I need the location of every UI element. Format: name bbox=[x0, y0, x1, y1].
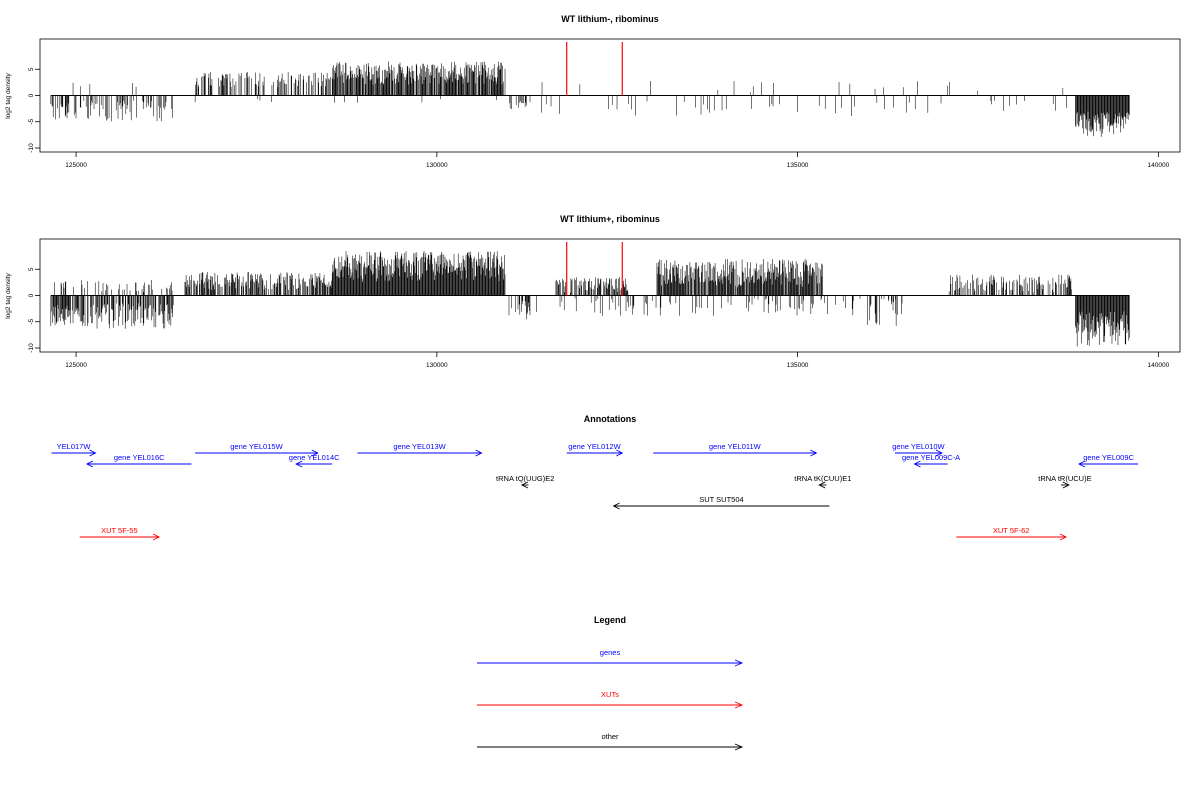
feature-arrowhead bbox=[818, 481, 826, 489]
density-bars bbox=[50, 250, 1130, 347]
legend-label: genes bbox=[600, 648, 621, 657]
feature-label: gene YEL013W bbox=[393, 442, 446, 451]
legend-item: genes bbox=[477, 648, 744, 667]
annotation-feature: gene YEL014C bbox=[289, 453, 340, 468]
feature-arrowhead bbox=[616, 449, 624, 457]
feature-arrowhead bbox=[295, 460, 303, 468]
feature-label: gene YEL009C-A bbox=[902, 453, 960, 462]
feature-arrowhead bbox=[152, 533, 161, 541]
x-tick-label: 135000 bbox=[787, 162, 809, 169]
feature-label: XUT 5F-62 bbox=[993, 526, 1030, 535]
feature-label: SUT SUT504 bbox=[699, 495, 743, 504]
annotation-feature: XUT 5F-62 bbox=[956, 526, 1068, 541]
feature-label: YEL017W bbox=[57, 442, 92, 451]
y-tick-label: -5 bbox=[28, 118, 35, 124]
x-tick-label: 130000 bbox=[426, 362, 448, 369]
annotation-feature: XUT 5F-55 bbox=[79, 526, 161, 541]
x-tick-label: 130000 bbox=[426, 162, 448, 169]
feature-arrowhead bbox=[311, 449, 319, 457]
legend-arrowhead bbox=[734, 743, 744, 751]
y-tick-label: 0 bbox=[28, 93, 35, 97]
annotation-feature: SUT SUT504 bbox=[612, 495, 830, 510]
feature-arrowhead bbox=[1062, 481, 1070, 489]
annotation-feature: gene YEL016C bbox=[85, 453, 192, 468]
feature-label: gene YEL011W bbox=[709, 442, 762, 451]
x-tick-label: 125000 bbox=[65, 162, 87, 169]
y-tick-label: -10 bbox=[28, 143, 35, 153]
feature-label: gene YEL012W bbox=[568, 442, 621, 451]
annotation-feature: YEL017W bbox=[51, 442, 97, 457]
annotation-feature: gene YEL012W bbox=[566, 442, 624, 457]
feature-label: gene YEL010W bbox=[892, 442, 945, 451]
feature-arrowhead bbox=[475, 449, 483, 457]
feature-arrowhead bbox=[520, 481, 529, 489]
feature-arrowhead bbox=[1059, 533, 1068, 541]
annotation-feature: gene YEL009C-A bbox=[902, 453, 960, 468]
feature-arrowhead bbox=[913, 460, 921, 468]
feature-arrowhead bbox=[89, 449, 97, 457]
axis-ticks: 125000 130000 135000 140000 5 0 -5 -10 bbox=[28, 67, 1170, 169]
annotation-feature: tRNA tR(UCU)E bbox=[1038, 474, 1092, 489]
annotation-features: YEL017W gene YEL016C gene YEL015W gene YEL0… bbox=[51, 442, 1139, 541]
density-bars bbox=[50, 61, 1130, 137]
annotation-feature: tRNA tK(CUU)E1 bbox=[794, 474, 851, 489]
feature-arrowhead bbox=[85, 460, 94, 468]
annotation-feature: gene YEL009C bbox=[1077, 453, 1139, 468]
y-axis-label: log2 tag density bbox=[5, 72, 12, 118]
annotations-title: Annotations bbox=[584, 414, 637, 424]
annotation-feature: gene YEL015W bbox=[195, 442, 319, 457]
y-axis-label: log2 tag density bbox=[5, 272, 12, 318]
y-tick-label: 0 bbox=[28, 293, 35, 297]
annotation-feature: gene YEL010W bbox=[892, 442, 946, 457]
track-panel-lithium-minus: WT lithium-, ribominus log2 tag density … bbox=[5, 14, 1181, 169]
track-title: WT lithium-, ribominus bbox=[561, 14, 659, 24]
annotation-feature: gene YEL011W bbox=[653, 442, 818, 457]
annotation-feature: gene YEL013W bbox=[357, 442, 483, 457]
legend-arrowhead bbox=[734, 701, 744, 709]
annotations-panel: Annotations YEL017W gene YEL016C gene YEL0… bbox=[51, 414, 1139, 541]
track-panel-lithium-plus: WT lithium+, ribominus log2 tag density … bbox=[5, 214, 1181, 369]
feature-label: XUT 5F-55 bbox=[101, 526, 138, 535]
y-tick-label: -5 bbox=[28, 318, 35, 324]
x-tick-label: 125000 bbox=[65, 362, 87, 369]
feature-label: gene YEL014C bbox=[289, 453, 340, 462]
y-tick-label: 5 bbox=[28, 267, 35, 271]
feature-arrowhead bbox=[810, 449, 818, 457]
region-markers bbox=[566, 42, 623, 96]
feature-arrowhead bbox=[612, 502, 620, 510]
x-tick-label: 140000 bbox=[1148, 362, 1170, 369]
legend-label: other bbox=[601, 732, 619, 741]
y-tick-label: -10 bbox=[28, 343, 35, 353]
axis-ticks: 125000 130000 135000 140000 5 0 -5 -10 bbox=[28, 267, 1170, 369]
legend-panel: Legend genes XUTs other bbox=[477, 615, 744, 751]
feature-label: tRNA tQ(UUG)E2 bbox=[496, 474, 554, 483]
legend-arrowhead bbox=[734, 659, 744, 667]
track-title: WT lithium+, ribominus bbox=[560, 214, 660, 224]
legend-label: XUTs bbox=[601, 690, 619, 699]
legend-item: other bbox=[477, 732, 744, 751]
legend-title: Legend bbox=[594, 615, 626, 625]
x-tick-label: 140000 bbox=[1148, 162, 1170, 169]
region-markers bbox=[566, 242, 623, 296]
feature-arrowhead bbox=[1077, 460, 1086, 468]
feature-label: gene YEL015W bbox=[230, 442, 283, 451]
feature-label: tRNA tK(CUU)E1 bbox=[794, 474, 851, 483]
feature-label: gene YEL016C bbox=[114, 453, 165, 462]
annotation-feature: tRNA tQ(UUG)E2 bbox=[496, 474, 554, 489]
feature-arrowhead bbox=[935, 449, 943, 457]
feature-label: gene YEL009C bbox=[1083, 453, 1134, 462]
legend-items: genes XUTs other bbox=[477, 648, 744, 751]
legend-item: XUTs bbox=[477, 690, 744, 709]
feature-label: tRNA tR(UCU)E bbox=[1038, 474, 1091, 483]
y-tick-label: 5 bbox=[28, 67, 35, 71]
x-tick-label: 135000 bbox=[787, 362, 809, 369]
